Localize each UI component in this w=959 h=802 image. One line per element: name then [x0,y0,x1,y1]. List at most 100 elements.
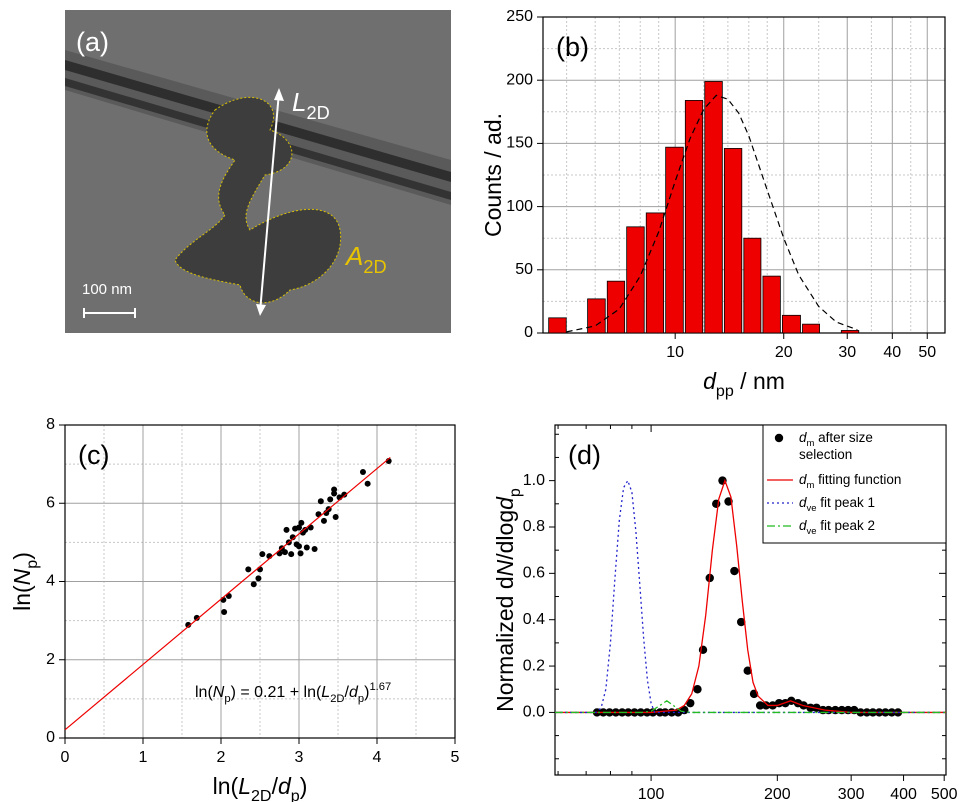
scale-bar-label: 100 nm [82,281,132,298]
text-part: fit peak 2 [816,518,875,533]
panel-label: (b) [556,32,589,62]
y-tick-label: 100 [506,198,533,215]
text-part: p [358,693,364,705]
y-tick-label: 150 [506,135,533,152]
bar [548,317,567,334]
point [317,498,324,505]
bar [840,330,860,334]
aggregate [174,96,342,304]
fit-curve [566,94,858,333]
point [245,566,252,573]
point [359,468,366,475]
arrow-head [274,88,284,101]
text-part: p [291,787,300,802]
point [341,491,348,498]
point [289,534,296,541]
text-part: ve [807,503,817,514]
text-part: m [807,480,815,491]
point [288,551,295,558]
text-part: ln( [213,773,239,799]
x-tick-label: 0 [61,749,70,766]
area-label: A2D [344,241,387,277]
text-part: selection [799,446,852,461]
text-part: d [492,496,518,510]
text-part: ) [364,684,369,701]
text-part: p [506,488,524,497]
arrow-head [256,304,266,316]
plot-frame [554,424,947,776]
text-part: d [349,684,359,701]
point [693,685,702,694]
text-part: / nm [734,368,785,394]
point [743,666,752,675]
y-axis-label: ln(Np) [9,552,41,611]
x-axis-label: dpp / nm [703,368,785,400]
x-tick-label: 10 [666,344,684,361]
x-tick-label: 40 [883,344,901,361]
text-part: d [799,495,807,510]
y-tick-label: 250 [506,8,533,25]
text-part: d [799,518,807,533]
text-part: d [799,430,807,445]
point [281,549,288,556]
plot-frame [64,424,456,739]
x-tick-label: 3 [295,749,304,766]
x-tick-label: 400 [890,786,917,802]
text-part: p [23,560,41,569]
text-part: ln( [195,684,213,701]
point [320,517,327,524]
y-tick-label: 0.6 [523,565,545,582]
text-part: /dlog [492,510,518,560]
x-tick-label: 500 [931,786,958,802]
y-tick-label: 1.0 [523,472,545,489]
bar [684,100,704,334]
x-tick-label: 30 [838,344,856,361]
y-tick-label: 0.8 [523,518,545,535]
text-part: fit peak 1 [816,495,875,510]
bar [743,237,762,334]
point [311,546,318,553]
point [680,705,689,715]
point [185,621,192,628]
text-part: fitting function [814,472,901,487]
legend-box [762,424,947,544]
legend-label: dve fit peak 1 [799,495,875,514]
bar [606,280,626,334]
point [296,524,302,531]
bar [665,146,684,334]
text-part: 2D [330,693,344,705]
legend-marker [774,433,784,443]
x-tick-label: 1 [139,749,148,766]
point [255,575,262,582]
point [221,609,228,616]
panel: 10 20 30 40 50 0 50 100 150 200 250 dpp / nm Counts … [480,8,946,400]
legend-label: dm fitting function [799,472,901,491]
series-line [555,478,946,714]
x-axis-label: ln(L2D/dp) [213,773,308,802]
point [806,703,815,712]
legend-label: dve fit peak 2 [799,518,875,537]
text-part: ln( [9,585,35,611]
point [755,701,765,710]
text-part: 2D [251,787,272,802]
x-tick-label: 300 [838,786,865,802]
x-tick-label: 5 [451,749,460,766]
text-part: L [238,773,251,799]
length-arrow [259,91,280,313]
text-part: ) = 0.21 + ln( [231,684,322,701]
point [730,566,739,576]
text-part: Normalized d [492,576,518,712]
text-part: pp [716,382,734,400]
fit-equation: ln(Np) = 0.21 + ln(L2D/dp)1.67 [195,681,391,705]
point [250,581,257,588]
text-part: ) [300,773,308,799]
text-part: d [703,368,717,394]
point [302,526,309,533]
text-part: ) [9,552,35,560]
y-tick-label: 8 [46,416,55,433]
point [736,617,746,627]
y-tick-label: 2 [46,651,55,668]
